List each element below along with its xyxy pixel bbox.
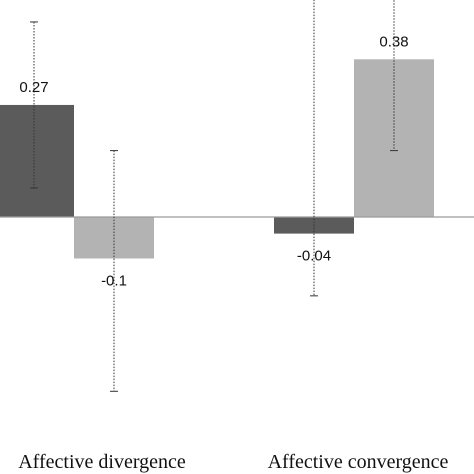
bar-series1-affective-divergence [0,104,74,217]
bar-series2-affective-convergence [354,59,434,217]
data-labels-layer: 0.27 -0.04 -0.1 0.38 [19,33,408,289]
error-bars-layer [30,0,398,392]
data-label-series1-affective-convergence: -0.04 [297,248,331,265]
data-label-series2-affective-convergence: 0.38 [379,33,408,50]
category-label-affective-divergence: Affective divergence [18,451,186,473]
data-label-series2-affective-divergence: -0.1 [101,273,127,290]
bars-layer [0,59,434,259]
error-bar-series2-affective-divergence [110,150,118,392]
error-bar-series1-affective-convergence [310,0,318,297]
error-bar-series1-affective-divergence [30,21,38,189]
category-label-affective-convergence: Affective convergence [268,451,449,473]
error-bar-series2-affective-convergence [390,0,398,152]
data-label-series1-affective-divergence: 0.27 [19,79,48,96]
